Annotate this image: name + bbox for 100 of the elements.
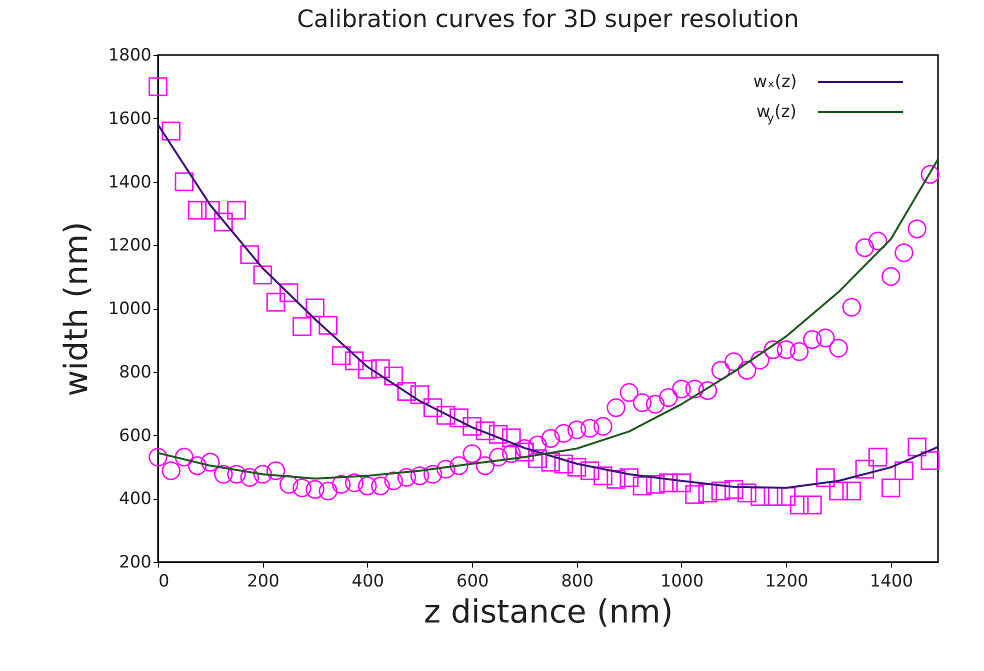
point xyxy=(371,359,390,378)
point xyxy=(162,122,180,140)
point xyxy=(724,480,744,499)
point xyxy=(738,484,756,502)
point xyxy=(632,476,652,496)
x-axis-title: z distance (nm) xyxy=(424,592,674,630)
point xyxy=(606,398,626,418)
point xyxy=(881,478,900,498)
point xyxy=(646,394,665,414)
point xyxy=(672,380,691,398)
point xyxy=(658,473,678,492)
point xyxy=(920,165,940,184)
point xyxy=(541,452,560,472)
point xyxy=(476,456,495,476)
point xyxy=(868,448,888,467)
point xyxy=(790,342,809,361)
point xyxy=(541,429,560,448)
point xyxy=(750,350,770,370)
point xyxy=(711,482,730,500)
point xyxy=(842,298,862,317)
point xyxy=(462,416,482,436)
point xyxy=(894,243,914,262)
point xyxy=(410,466,430,486)
point xyxy=(776,340,796,360)
point xyxy=(632,393,652,412)
point xyxy=(502,444,521,464)
y-tick-label: 1600 xyxy=(108,108,152,129)
y-tick-label: 1400 xyxy=(108,172,152,192)
point xyxy=(450,408,468,428)
point xyxy=(842,482,862,500)
legend-label: wₓ(z) xyxy=(753,72,797,92)
point xyxy=(410,385,430,404)
point xyxy=(227,200,246,220)
point xyxy=(802,496,822,514)
point xyxy=(397,468,416,487)
point xyxy=(908,220,926,238)
point xyxy=(344,473,364,492)
point xyxy=(397,382,416,401)
point xyxy=(188,200,207,220)
point xyxy=(881,267,900,286)
point xyxy=(423,464,442,484)
point xyxy=(174,172,194,192)
point xyxy=(594,416,612,436)
y-tick-label: 1200 xyxy=(108,236,152,256)
point xyxy=(436,406,456,425)
point xyxy=(698,484,718,502)
point xyxy=(658,388,678,407)
point xyxy=(620,383,639,402)
point xyxy=(358,360,377,379)
point xyxy=(279,474,298,494)
point xyxy=(371,476,390,496)
x-tick-label: 0 xyxy=(158,572,170,592)
y-axis-title: width (nm) xyxy=(57,222,96,396)
point xyxy=(711,360,730,380)
point xyxy=(606,470,626,489)
x-tick-label: 400 xyxy=(352,572,384,592)
point xyxy=(580,461,600,480)
chart-title: Calibration curves for 3D super resolution xyxy=(297,5,799,33)
x-tick-label: 1400 xyxy=(870,572,914,592)
point xyxy=(724,352,744,372)
point xyxy=(567,458,586,477)
point xyxy=(685,485,704,504)
point xyxy=(620,468,639,488)
x-tick-label: 800 xyxy=(561,572,594,592)
point xyxy=(384,366,403,386)
point xyxy=(174,448,194,467)
point xyxy=(332,346,351,366)
point xyxy=(162,461,180,480)
point xyxy=(306,480,324,499)
point xyxy=(816,468,835,488)
point xyxy=(200,452,220,472)
point xyxy=(266,461,286,480)
point xyxy=(855,238,874,258)
point xyxy=(148,448,168,467)
y-tick-label: 400 xyxy=(119,489,152,510)
point xyxy=(306,298,324,318)
point xyxy=(240,245,260,264)
point xyxy=(240,468,260,487)
y-tick-label: 200 xyxy=(119,552,152,572)
point xyxy=(253,266,272,284)
point xyxy=(292,478,312,498)
point xyxy=(450,456,468,476)
point xyxy=(764,340,783,360)
y-tick-label: 1000 xyxy=(108,299,152,319)
point xyxy=(227,464,246,484)
point xyxy=(266,292,286,312)
point xyxy=(594,466,612,486)
point xyxy=(738,360,756,380)
point xyxy=(868,232,888,250)
point xyxy=(580,418,600,438)
point xyxy=(488,424,508,444)
point xyxy=(554,424,574,443)
point xyxy=(790,496,809,514)
point xyxy=(528,449,547,468)
point xyxy=(515,442,534,462)
point xyxy=(894,461,914,480)
point xyxy=(253,464,272,484)
point xyxy=(318,316,338,335)
point xyxy=(148,77,168,96)
point xyxy=(214,464,233,484)
